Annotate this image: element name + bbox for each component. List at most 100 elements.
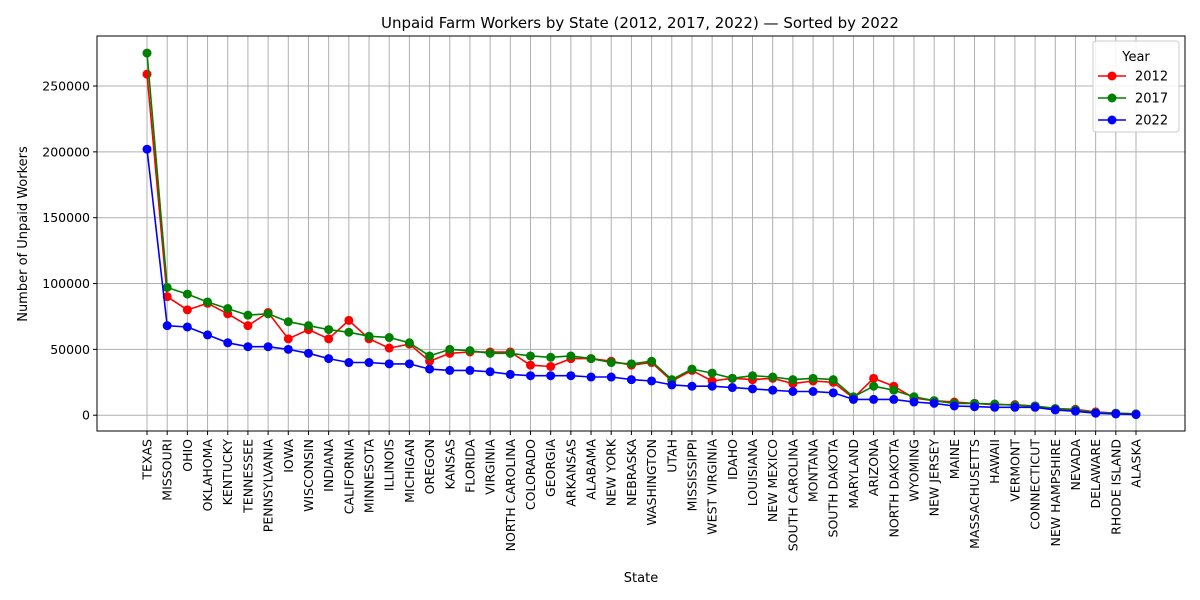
x-tick-label: HAWAII	[987, 439, 1002, 484]
x-tick-label: INDIANA	[321, 439, 336, 492]
data-point	[727, 383, 737, 393]
x-tick-label: MINNESOTA	[362, 439, 377, 514]
x-tick-label: CONNECTICUT	[1028, 439, 1043, 530]
data-point	[505, 369, 515, 379]
data-point	[243, 321, 253, 331]
x-tick-label: NORTH DAKOTA	[886, 439, 901, 538]
x-tick-label: OHIO	[180, 439, 195, 472]
grid-lines	[97, 36, 1185, 431]
data-point	[990, 402, 1000, 412]
x-tick-label: MONTANA	[806, 439, 821, 503]
series-layer	[142, 48, 1141, 420]
data-point	[687, 364, 697, 374]
chart-title: Unpaid Farm Workers by State (2012, 2017…	[381, 14, 899, 32]
data-point	[667, 380, 677, 390]
x-axis-title: State	[624, 571, 658, 586]
x-tick-label: NEW JERSEY	[927, 439, 942, 517]
x-tick-label: ALABAMA	[584, 439, 599, 500]
data-point	[283, 317, 293, 327]
x-tick-label: SOUTH CAROLINA	[785, 439, 800, 552]
x-tick-label: NEW YORK	[604, 438, 619, 506]
legend-label: 2022	[1135, 114, 1168, 129]
y-axis: 0 50000 100000 150000 200000 250000	[42, 79, 97, 423]
legend-marker	[1107, 93, 1117, 103]
x-tick-label: WEST VIRGINIA	[705, 439, 720, 535]
x-tick-label: IDAHO	[725, 439, 740, 480]
x-tick-label: MARYLAND	[846, 439, 861, 509]
x-tick-label: TEXAS	[140, 439, 155, 481]
legend-title: Year	[1121, 50, 1150, 65]
data-point	[384, 343, 394, 353]
data-point	[1050, 405, 1060, 415]
data-point	[525, 351, 535, 361]
data-point	[344, 358, 354, 368]
data-point	[525, 371, 535, 381]
x-tick-label: NEBRASKA	[624, 439, 639, 506]
data-point	[384, 333, 394, 343]
x-tick-label: COLORADO	[523, 439, 538, 510]
data-point	[404, 359, 414, 369]
data-point	[203, 330, 213, 340]
x-tick-label: MISSISSIPPI	[684, 439, 699, 511]
data-point	[929, 398, 939, 408]
x-tick-label: ARIZONA	[866, 439, 881, 497]
data-point	[748, 371, 758, 381]
x-tick-label: ARKANSAS	[563, 439, 578, 507]
x-tick-label: KANSAS	[442, 439, 457, 490]
x-tick-label: FLORIDA	[462, 439, 477, 493]
data-point	[586, 354, 596, 364]
data-point	[1111, 409, 1121, 419]
data-point	[1131, 410, 1141, 420]
x-tick-label: NEW HAMPSHIRE	[1048, 439, 1063, 547]
data-point	[303, 348, 313, 358]
x-tick-label: KENTUCKY	[220, 439, 235, 506]
x-tick-label: IOWA	[281, 439, 296, 473]
x-tick-label: NEVADA	[1068, 439, 1083, 491]
y-tick-label: 100000	[42, 276, 90, 291]
x-tick-label: MAINE	[947, 439, 962, 479]
data-point	[889, 385, 899, 395]
data-point	[425, 351, 435, 361]
data-point	[586, 372, 596, 382]
legend-label: 2012	[1135, 70, 1168, 85]
data-point	[788, 387, 798, 396]
series-2022	[142, 144, 1141, 420]
data-point	[808, 387, 818, 396]
data-point	[243, 310, 253, 320]
data-point	[243, 342, 253, 352]
data-point	[283, 344, 293, 354]
y-tick-label: 0	[82, 408, 90, 423]
x-tick-label: SOUTH DAKOTA	[826, 439, 841, 538]
y-tick-label: 200000	[42, 144, 90, 159]
x-tick-label: WASHINGTON	[644, 439, 659, 526]
x-tick-label: GEORGIA	[543, 439, 558, 497]
x-tick-label: OREGON	[422, 439, 437, 494]
x-tick-label: MISSOURI	[160, 439, 175, 501]
x-tick-label: MASSACHUSETTS	[967, 439, 982, 549]
legend-marker	[1107, 115, 1117, 125]
x-tick-label: OKLAHOMA	[200, 439, 215, 512]
data-point	[909, 397, 919, 407]
data-point	[768, 372, 778, 382]
data-point	[364, 358, 374, 368]
data-point	[465, 346, 475, 356]
x-tick-label: RHODE ISLAND	[1108, 439, 1123, 535]
data-point	[142, 69, 152, 79]
y-tick-label: 250000	[42, 79, 90, 94]
data-point	[889, 394, 899, 404]
data-point	[223, 304, 233, 314]
data-point	[525, 360, 535, 370]
x-tick-label: DELAWARE	[1088, 439, 1103, 509]
x-tick-label: NEW MEXICO	[765, 439, 780, 522]
data-point	[162, 321, 172, 331]
data-point	[142, 48, 152, 58]
data-point	[546, 352, 556, 362]
legend: Year 2012 2017 2022	[1092, 40, 1180, 133]
data-point	[707, 368, 717, 378]
data-point	[505, 348, 515, 358]
data-point	[566, 351, 576, 361]
plot-frame	[96, 35, 1186, 432]
x-tick-label: ILLINOIS	[382, 439, 397, 491]
data-point	[828, 375, 838, 385]
data-point	[869, 381, 879, 391]
